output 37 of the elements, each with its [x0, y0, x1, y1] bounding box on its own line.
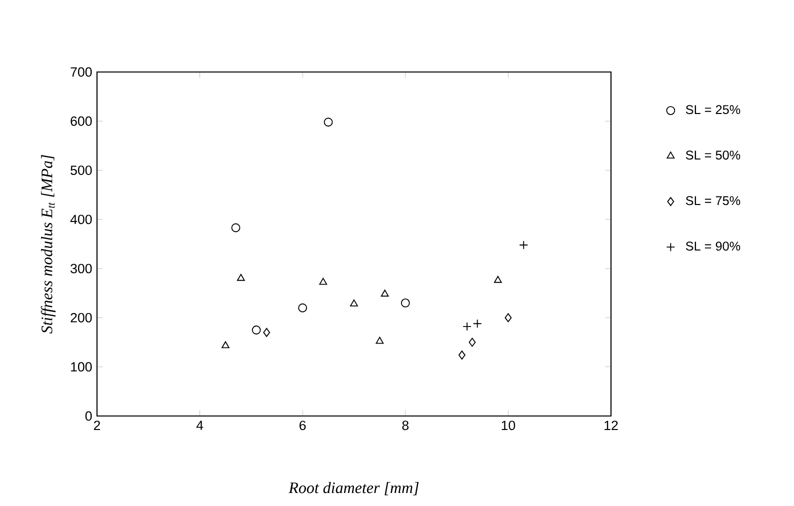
point — [298, 303, 308, 312]
point — [252, 326, 261, 334]
x-tick-label: 2 — [94, 420, 100, 430]
point — [468, 338, 476, 347]
x-tick-label: 6 — [300, 420, 306, 430]
x-tick-label: 4 — [196, 420, 204, 430]
point — [494, 276, 502, 283]
y-tick-label: 600 — [70, 116, 92, 126]
x-tick-label: 10 — [502, 420, 516, 430]
y-tick-label: 500 — [70, 166, 92, 175]
legend-label: SL = 90% — [686, 242, 740, 251]
point — [472, 319, 482, 328]
point — [458, 350, 466, 360]
legend-label: SL = 25% — [686, 105, 740, 114]
point — [504, 313, 512, 322]
y-tick-label: 300 — [70, 264, 92, 274]
point — [324, 118, 333, 127]
point — [263, 328, 270, 337]
x-tick-label: 12 — [604, 420, 618, 430]
y-tick-label: 700 — [70, 67, 92, 77]
point — [380, 290, 389, 297]
y-tick-label: 400 — [70, 214, 92, 224]
y-axis-title: Stiffness modulus E$_{tt}$ [MPa] — [40, 154, 56, 334]
point — [222, 341, 230, 348]
point — [236, 274, 245, 281]
y-tick-label: 0 — [85, 411, 92, 421]
x-axis-title: Root diameter [mm] — [288, 482, 419, 496]
y-tick-label: 100 — [71, 362, 92, 372]
y-tick-label: 200 — [70, 312, 92, 322]
point — [319, 278, 328, 285]
point — [231, 223, 240, 232]
point — [350, 299, 358, 306]
x-tick-label: 8 — [402, 420, 409, 430]
legend-label: SL = 75% — [686, 196, 740, 206]
point — [400, 298, 410, 308]
point — [376, 336, 384, 344]
legend-label: SL = 50% — [686, 150, 740, 160]
